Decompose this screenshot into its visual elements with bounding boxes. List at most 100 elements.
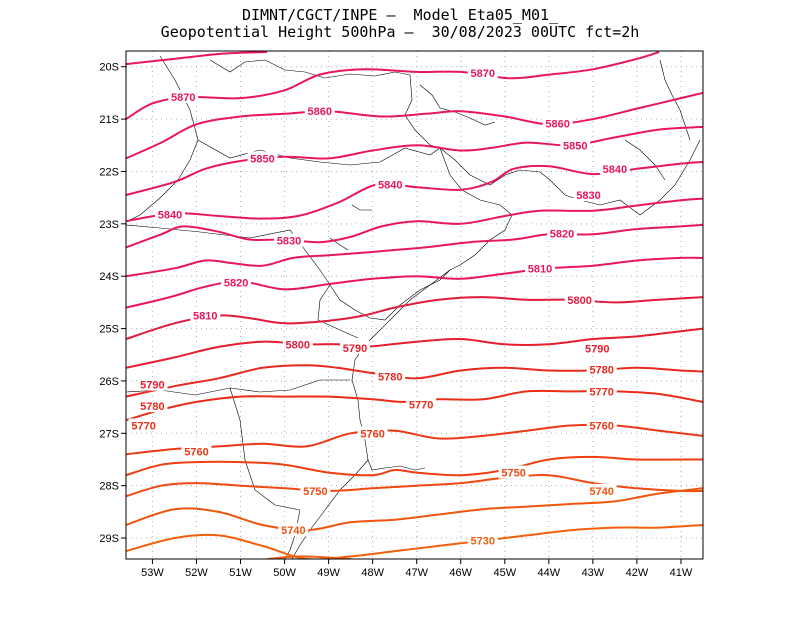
y-tick-label: 29S	[99, 533, 119, 545]
y-axis-ticks: 20S 21S 22S 23S 24S 25S 26S 27S 28S 29S	[99, 62, 126, 545]
contour-label-bg	[498, 465, 529, 479]
coastline-borders	[126, 55, 701, 559]
contour-5790	[126, 327, 703, 369]
contour-label-bg	[573, 188, 604, 202]
y-tick-label: 24S	[99, 271, 119, 283]
contour-5820	[126, 223, 703, 278]
x-tick-label: 45W	[493, 567, 516, 579]
contour-label: 5730	[471, 536, 495, 548]
contour-label-bg	[137, 399, 168, 413]
contour-label-bg	[181, 444, 212, 458]
contour-label: 5810	[193, 310, 217, 322]
contour-label: 5840	[158, 209, 182, 221]
y-tick-label: 27S	[99, 428, 119, 440]
contour-label-bg	[560, 138, 591, 152]
map-title-line-2: Geopotential Height 500hPa – 30/08/2023 …	[160, 23, 640, 41]
contour-label: 5780	[140, 401, 164, 413]
contour-label-bg	[282, 337, 313, 351]
contour-label-bg	[586, 362, 617, 376]
contour-label: 5860	[308, 106, 332, 118]
contour-labels: 5870 5870 5860 5860 5850 5850 5840 5840 5840 5830…	[128, 65, 630, 548]
contour-label: 5870	[171, 92, 195, 104]
contour-label-bg	[247, 151, 278, 165]
contour-5780	[126, 364, 703, 398]
contour-label: 5770	[131, 420, 155, 432]
contour-label: 5800	[567, 295, 591, 307]
contour-label: 5850	[250, 153, 274, 165]
contour-label: 5870	[471, 68, 495, 80]
contour-lines	[126, 51, 703, 559]
contour-label: 5760	[360, 428, 384, 440]
contour-label: 5800	[286, 339, 310, 351]
contour-label-bg	[467, 65, 498, 79]
contour-label: 5750	[501, 468, 525, 480]
x-tick-label: 51W	[229, 567, 252, 579]
contour-label: 5750	[303, 486, 327, 498]
contour-5730	[126, 524, 703, 559]
x-tick-label: 47W	[405, 567, 428, 579]
contour-5870	[126, 51, 267, 66]
contour-label-bg	[190, 308, 221, 322]
contour-label-bg	[221, 275, 252, 289]
contour-label-bg	[375, 177, 406, 191]
y-tick-label: 28S	[99, 481, 119, 493]
contour-label-bg	[304, 104, 335, 118]
contour-5860	[126, 91, 703, 160]
plot-frame	[125, 50, 704, 560]
contour-label: 5810	[528, 263, 552, 275]
contour-label: 5770	[589, 386, 613, 398]
contour-5760	[126, 455, 703, 477]
contour-label-bg	[525, 261, 556, 275]
x-tick-label: 44W	[538, 567, 561, 579]
contour-label: 5840	[378, 180, 402, 192]
contour-label: 5760	[589, 420, 613, 432]
contour-label: 5790	[585, 343, 609, 355]
contour-label: 5780	[589, 364, 613, 376]
x-tick-label: 48W	[361, 567, 384, 579]
contour-label-bg	[467, 533, 498, 547]
x-tick-label: 49W	[317, 567, 340, 579]
contour-5730	[266, 555, 351, 559]
contour-label-bg	[357, 426, 388, 440]
contour-label-bg	[542, 116, 573, 130]
contour-label: 5840	[603, 164, 627, 176]
y-tick-label: 26S	[99, 376, 119, 388]
map-title-line-1: DIMNT/CGCT/INPE – Model Eta05_M01_	[241, 6, 559, 24]
x-axis-ticks: 53W 52W 51W 50W 49W 48W 47W 46W 45W 44W 43W 42W 41W	[141, 559, 693, 579]
contour-label-bg	[137, 377, 168, 391]
contour-label-bg	[406, 397, 437, 411]
contour-label-bg	[278, 523, 309, 537]
contour-5830	[126, 197, 703, 249]
y-tick-label: 21S	[99, 114, 119, 126]
contour-label: 5830	[576, 190, 600, 202]
contour-label: 5770	[409, 400, 433, 412]
contour-label-bg	[582, 341, 613, 355]
contour-label-bg	[375, 369, 406, 383]
contour-5850	[126, 125, 703, 196]
contour-label-bg	[300, 483, 331, 497]
contour-label: 5820	[224, 277, 248, 289]
x-tick-label: 50W	[273, 567, 296, 579]
contour-5740	[126, 487, 703, 532]
contour-label-bg	[586, 483, 617, 497]
contour-label-bg	[128, 418, 159, 432]
contour-label-bg	[599, 161, 630, 175]
contour-5870	[126, 51, 660, 120]
x-tick-label: 53W	[141, 567, 164, 579]
contour-label: 5790	[343, 343, 367, 355]
contour-label: 5850	[563, 140, 587, 152]
y-tick-label: 20S	[99, 62, 119, 74]
contour-label-bg	[155, 207, 186, 221]
contour-label-bg	[273, 233, 304, 247]
y-tick-label: 22S	[99, 166, 119, 178]
contour-label-bg	[586, 418, 617, 432]
y-tick-label: 23S	[99, 219, 119, 231]
contour-label-bg	[340, 340, 371, 354]
x-tick-label: 52W	[185, 567, 208, 579]
contour-5810	[126, 256, 703, 309]
contour-label-bg	[564, 292, 595, 306]
y-tick-label: 25S	[99, 324, 119, 336]
x-tick-label: 46W	[449, 567, 472, 579]
contour-label: 5790	[140, 380, 164, 392]
